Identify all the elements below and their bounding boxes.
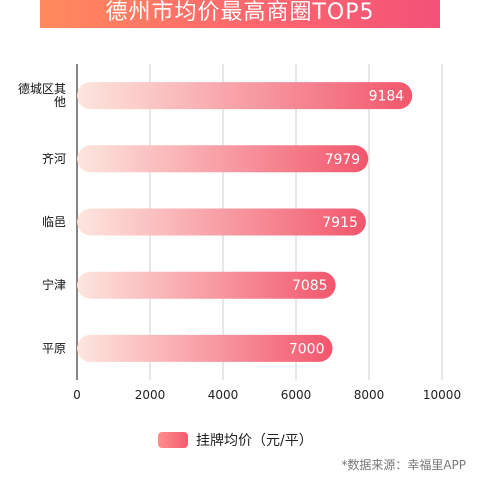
bar-value-label: 7979 xyxy=(325,152,361,168)
bar xyxy=(77,271,336,299)
x-tick-label: 8000 xyxy=(354,388,385,402)
x-tick-label: 2000 xyxy=(135,388,166,402)
chart-title: 德州市均价最高商圈TOP5 xyxy=(105,0,375,25)
category-label: 临邑 xyxy=(42,215,66,229)
legend-swatch xyxy=(158,432,188,448)
bar-value-label: 7085 xyxy=(292,278,328,294)
category-label: 齐河 xyxy=(42,151,66,166)
labels: 0 2000 4000 6000 8000 10000 9184 德城区其他 7979 齐河 791… xyxy=(18,81,461,402)
bar-value-label: 7915 xyxy=(322,215,358,231)
bar xyxy=(77,145,369,173)
x-tick-label: 6000 xyxy=(281,388,312,402)
bar xyxy=(77,208,366,236)
bar-value-label: 9184 xyxy=(369,89,405,105)
x-tick-label: 10000 xyxy=(423,388,461,402)
category-label: 德城区其他 xyxy=(18,81,66,109)
bar xyxy=(77,334,333,362)
x-tick-label: 0 xyxy=(73,388,81,402)
category-label: 宁津 xyxy=(42,277,66,292)
x-tick-label: 4000 xyxy=(208,388,239,402)
data-source: *数据来源：幸福里APP xyxy=(341,458,466,472)
legend: 挂牌均价（元/平） xyxy=(158,430,313,450)
bar-value-label: 7000 xyxy=(289,341,325,357)
bars xyxy=(77,82,413,362)
legend-label: 挂牌均价（元/平） xyxy=(196,433,313,449)
category-label: 平原 xyxy=(42,341,66,355)
title-banner: 德州市均价最高商圈TOP5 xyxy=(40,0,440,28)
bar xyxy=(77,82,413,110)
